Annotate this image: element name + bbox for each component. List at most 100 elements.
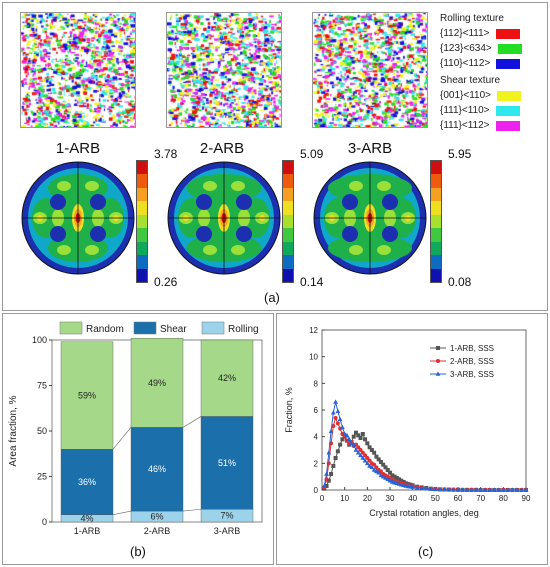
peak-upper-left [203, 181, 217, 191]
data-point [432, 486, 438, 492]
data-point [376, 470, 382, 475]
colorbar-segment [283, 214, 293, 229]
x-tick-label: 70 [476, 494, 485, 503]
low-region [382, 194, 398, 210]
data-point [358, 436, 363, 440]
data-point [329, 472, 334, 476]
data-point [351, 442, 357, 447]
colorbar-segment [431, 187, 441, 202]
pole-figure-outline [167, 161, 281, 275]
data-point [358, 448, 363, 452]
legend-label: {112}<111> [440, 28, 490, 39]
panel-b-frame [2, 313, 274, 565]
x-tick-label: 50 [431, 494, 440, 503]
colorbar-segment [137, 214, 147, 229]
data-point [519, 487, 524, 492]
colorbar-min-1-arb: 0.26 [154, 275, 178, 289]
pole-figure-outline [313, 161, 427, 275]
low-region [196, 226, 212, 242]
colorbar-segment [137, 187, 147, 202]
bar-value-label: 6% [150, 512, 163, 522]
peak-lower-left [349, 245, 363, 255]
stacked-bar-chart: 0 25 50 75 100 Area fraction, % 4% 36% 59% 1-ARB 6… [8, 321, 263, 536]
data-point [392, 474, 397, 479]
data-point [469, 487, 474, 492]
data-point [505, 487, 511, 492]
legend-label: Shear [160, 324, 187, 335]
data-point [399, 478, 404, 483]
legend-swatch [133, 321, 157, 335]
colorbar-segment [283, 174, 293, 188]
legend-label: 3-ARB, SSS [450, 370, 494, 379]
data-point [378, 469, 383, 474]
data-point [351, 434, 356, 439]
legend-item-rolling-2: {123}<634> [440, 43, 522, 54]
peak-lower-right [231, 245, 245, 255]
data-point [358, 452, 363, 458]
colorbar-segment [283, 241, 293, 256]
bar-value-label: 59% [78, 391, 96, 401]
colorbar-segment [283, 255, 293, 269]
data-point [482, 487, 488, 492]
data-point [328, 428, 334, 434]
data-point [473, 487, 479, 492]
data-point [442, 487, 447, 492]
colorbar-3-arb [430, 160, 442, 283]
legend-label: {111}<110> [440, 105, 490, 116]
data-point [355, 450, 361, 455]
series-line-1 [323, 431, 526, 491]
peak-lower-right [85, 245, 99, 255]
data-point [353, 447, 359, 452]
colorbar-segment [137, 228, 147, 242]
y-tick-label: 75 [37, 381, 47, 391]
sample-title-1-arb: 1-ARB [55, 140, 101, 157]
x-tick-label: 1-ARB [74, 526, 101, 536]
colorbar-2-arb [282, 160, 294, 283]
colorbar-segment [137, 201, 147, 215]
data-point [360, 432, 365, 436]
y-tick-label: 8 [314, 379, 319, 388]
low-region [90, 226, 106, 242]
legend-item-rolling-3: {110}<112> [440, 58, 521, 69]
legend-swatch [201, 321, 225, 335]
low-region [196, 194, 212, 210]
colorbar-segment [431, 255, 441, 269]
y-tick-label: 6 [314, 406, 319, 415]
legend-marker [436, 359, 440, 363]
y-axis-label: Area fraction, % [8, 395, 19, 466]
peak-upper-right [377, 181, 391, 191]
legend-label: {110}<112> [440, 58, 491, 69]
colorbar-segment [431, 268, 441, 282]
peak-lower-left [203, 245, 217, 255]
data-point [363, 453, 368, 458]
data-point [397, 477, 402, 482]
data-point [496, 487, 502, 492]
colorbar-segment [431, 201, 441, 215]
x-tick-label: 0 [320, 494, 325, 503]
data-point [335, 449, 340, 454]
data-point [324, 471, 329, 476]
data-point [372, 450, 377, 455]
colorbar-segment [431, 241, 441, 256]
data-point [455, 487, 461, 492]
x-tick-label: 60 [454, 494, 463, 503]
data-point [451, 487, 456, 492]
data-point [356, 433, 361, 438]
legend-swatch [59, 321, 83, 335]
legend-swatch-cyan [495, 105, 520, 116]
panel-a-frame [2, 2, 548, 311]
x-tick-label: 90 [522, 494, 531, 503]
legend-label: {001}<110> [440, 90, 491, 101]
data-point [385, 468, 390, 472]
peak-lower-left [57, 245, 71, 255]
colorbar-1-arb [136, 160, 148, 283]
pole-figure-3-arb [313, 161, 427, 275]
panel-label-b: (b) [130, 544, 146, 559]
panel-c-frame [276, 313, 548, 565]
data-point [378, 460, 383, 464]
connector-line [182, 416, 202, 428]
data-point [460, 487, 465, 492]
data-point [365, 441, 370, 446]
data-point [487, 487, 493, 492]
colorbar-min-3-arb: 0.08 [448, 275, 472, 289]
